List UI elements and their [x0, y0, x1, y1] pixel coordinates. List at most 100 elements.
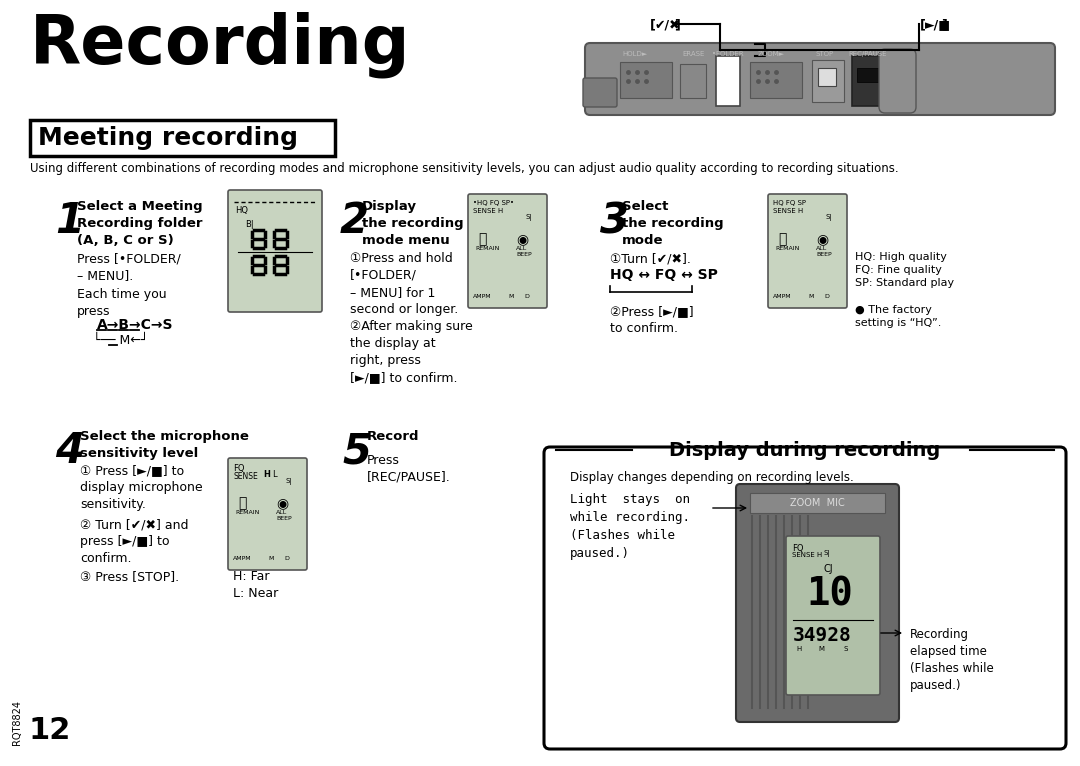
Text: [: [ — [650, 18, 656, 31]
Text: ◉: ◉ — [816, 232, 828, 246]
Text: Select the microphone
sensitivity level: Select the microphone sensitivity level — [80, 430, 248, 460]
Text: M: M — [818, 646, 824, 652]
Bar — [620, 62, 672, 98]
Text: Each time you
press: Each time you press — [77, 288, 166, 318]
Text: ERASE: ERASE — [681, 51, 704, 57]
Text: RQT8824: RQT8824 — [12, 700, 22, 745]
Text: •HQ FQ SP•: •HQ FQ SP• — [473, 200, 514, 206]
Text: ⌚: ⌚ — [238, 496, 246, 510]
FancyBboxPatch shape — [585, 43, 1055, 115]
Bar — [818, 68, 836, 86]
Text: ALL: ALL — [516, 246, 527, 251]
Bar — [30, 120, 335, 156]
Text: A→B→C→S: A→B→C→S — [97, 318, 174, 332]
FancyBboxPatch shape — [879, 49, 916, 113]
Bar — [750, 62, 802, 98]
Text: S|: S| — [823, 550, 829, 557]
Text: Recording
elapsed time
(Flashes while
paused.): Recording elapsed time (Flashes while pa… — [910, 628, 994, 692]
Text: SENSE H: SENSE H — [473, 208, 503, 214]
Text: ]: ] — [674, 18, 680, 31]
Text: ✔/✖: ✔/✖ — [654, 18, 680, 31]
Text: M: M — [808, 294, 813, 299]
Bar — [812, 60, 843, 102]
Text: REMAIN: REMAIN — [235, 510, 259, 515]
Text: ⌚: ⌚ — [778, 232, 786, 246]
FancyBboxPatch shape — [228, 458, 307, 570]
Text: ● The factory
setting is “HQ”.: ● The factory setting is “HQ”. — [855, 305, 942, 328]
Text: FQ: FQ — [792, 544, 804, 553]
Text: 5: 5 — [342, 430, 372, 472]
Text: Recording: Recording — [30, 12, 410, 78]
Text: ② Turn [✔/✖] and
press [►/■] to
confirm.: ② Turn [✔/✖] and press [►/■] to confirm. — [80, 518, 189, 565]
Text: B|: B| — [245, 220, 254, 229]
Text: AMPM: AMPM — [233, 556, 252, 561]
Text: S|: S| — [525, 214, 531, 221]
Text: HQ FQ SP: HQ FQ SP — [773, 200, 806, 206]
Text: Press
[REC/PAUSE].: Press [REC/PAUSE]. — [367, 454, 450, 484]
Text: ⌚: ⌚ — [478, 232, 486, 246]
Text: ③ Press [STOP].: ③ Press [STOP]. — [80, 570, 179, 583]
FancyBboxPatch shape — [228, 190, 322, 312]
Text: H: Far
L: Near: H: Far L: Near — [233, 570, 279, 600]
Text: Select a Meeting
Recording folder
(A, B, C or S): Select a Meeting Recording folder (A, B,… — [77, 200, 203, 247]
Text: Display changes depending on recording levels.: Display changes depending on recording l… — [570, 471, 854, 484]
Text: Select
the recording
mode: Select the recording mode — [622, 200, 724, 247]
Text: FQ: FQ — [233, 464, 244, 473]
Text: 4: 4 — [55, 430, 84, 472]
Text: AMPM: AMPM — [773, 294, 792, 299]
Text: ALL: ALL — [816, 246, 827, 251]
Text: HOLD►: HOLD► — [622, 51, 647, 57]
Text: Record: Record — [367, 430, 419, 443]
Text: HQ ↔ FQ ↔ SP: HQ ↔ FQ ↔ SP — [610, 268, 718, 282]
Text: 3: 3 — [600, 200, 629, 242]
Text: ALL: ALL — [276, 510, 287, 515]
Text: Light  stays  on
while recording.
(Flashes while
paused.): Light stays on while recording. (Flashes… — [570, 493, 690, 560]
Text: SENSE H: SENSE H — [792, 552, 822, 558]
Bar — [716, 56, 740, 106]
Text: REMAIN: REMAIN — [475, 246, 499, 251]
Text: ①Turn [✔/✖].: ①Turn [✔/✖]. — [610, 252, 691, 265]
Text: ①Press and hold
[•FOLDER/
– MENU] for 1
second or longer.: ①Press and hold [•FOLDER/ – MENU] for 1 … — [350, 252, 458, 316]
Bar — [750, 493, 885, 513]
Text: S|: S| — [825, 214, 832, 221]
FancyBboxPatch shape — [735, 484, 899, 722]
Text: S: S — [843, 646, 848, 652]
FancyBboxPatch shape — [786, 536, 880, 695]
Text: S|: S| — [285, 478, 292, 485]
Text: 10: 10 — [806, 576, 853, 614]
Text: SENSE H: SENSE H — [773, 208, 804, 214]
Text: Using different combinations of recording modes and microphone sensitivity level: Using different combinations of recordin… — [30, 162, 899, 175]
Text: •FOLDER: •FOLDER — [712, 51, 744, 57]
FancyBboxPatch shape — [544, 447, 1066, 749]
Text: HQ: HQ — [235, 206, 248, 215]
Text: D: D — [824, 294, 828, 299]
FancyBboxPatch shape — [468, 194, 546, 308]
Text: D: D — [524, 294, 529, 299]
Bar — [852, 56, 888, 106]
Bar — [858, 68, 883, 82]
Text: HQ: High quality
FQ: Fine quality
SP: Standard play: HQ: High quality FQ: Fine quality SP: St… — [855, 252, 954, 289]
FancyBboxPatch shape — [768, 194, 847, 308]
Text: SENSE: SENSE — [233, 472, 258, 481]
Text: CJ: CJ — [823, 564, 833, 574]
Text: ◉: ◉ — [276, 496, 288, 510]
Text: └── M←┘: └── M←┘ — [93, 334, 148, 347]
Bar — [680, 64, 706, 98]
Text: Display during recording: Display during recording — [670, 441, 941, 460]
Text: Display
the recording
mode menu: Display the recording mode menu — [362, 200, 463, 247]
Text: BEEP: BEEP — [516, 252, 531, 257]
Text: [: [ — [920, 18, 926, 31]
Text: M: M — [268, 556, 273, 561]
Text: Meeting recording: Meeting recording — [38, 126, 298, 150]
Text: H: H — [264, 470, 270, 479]
Text: ►/■: ►/■ — [924, 18, 951, 31]
Text: ]: ] — [941, 18, 947, 31]
Text: H: H — [796, 646, 801, 652]
Text: BEEP: BEEP — [276, 516, 292, 521]
Text: REMAIN: REMAIN — [775, 246, 799, 251]
Text: BEEP: BEEP — [816, 252, 832, 257]
Text: AMPM: AMPM — [473, 294, 491, 299]
Text: STOP: STOP — [816, 51, 834, 57]
Text: D: D — [284, 556, 288, 561]
Text: 34928: 34928 — [793, 626, 852, 645]
